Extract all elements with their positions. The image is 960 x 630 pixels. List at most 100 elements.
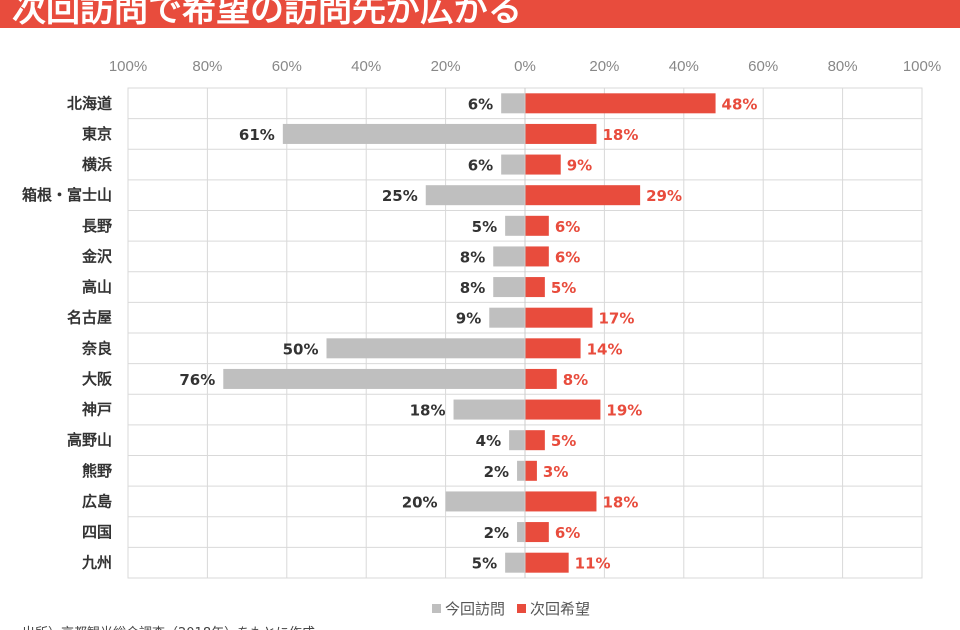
bar-visited xyxy=(509,430,525,451)
data-label-visited: 50% xyxy=(283,340,319,358)
x-tick-label: 20% xyxy=(431,58,461,75)
category-label: 横浜 xyxy=(82,156,112,174)
bar-visited xyxy=(282,123,525,144)
bar-wish xyxy=(525,491,597,512)
category-label: 金沢 xyxy=(81,247,113,265)
data-label-wish: 5% xyxy=(551,279,576,297)
data-label-visited: 61% xyxy=(239,126,275,144)
bar-visited xyxy=(517,522,525,543)
data-label-visited: 2% xyxy=(484,463,509,481)
data-label-wish: 6% xyxy=(555,248,580,266)
bar-visited xyxy=(501,154,525,175)
x-tick-label: 100% xyxy=(903,58,941,75)
x-tick-label: 80% xyxy=(192,58,222,75)
data-label-wish: 3% xyxy=(543,463,568,481)
data-label-visited: 5% xyxy=(472,555,497,573)
legend: 今回訪問 次回希望 xyxy=(432,598,590,619)
bar-wish xyxy=(525,123,597,144)
bar-visited xyxy=(223,368,525,389)
x-tick-label: 40% xyxy=(351,58,381,75)
category-label: 奈良 xyxy=(81,339,112,357)
data-label-visited: 20% xyxy=(402,493,438,511)
data-label-wish: 8% xyxy=(563,371,588,389)
data-label-wish: 18% xyxy=(602,493,638,511)
category-label: 高山 xyxy=(82,278,112,296)
x-tick-label: 80% xyxy=(828,58,858,75)
bar-wish xyxy=(525,277,545,298)
bar-wish xyxy=(525,430,545,451)
x-tick-label: 60% xyxy=(748,58,778,75)
category-label: 北海道 xyxy=(67,94,112,112)
bar-visited xyxy=(493,277,525,298)
data-label-visited: 6% xyxy=(468,95,493,113)
legend-label-visited: 今回訪問 xyxy=(445,600,506,618)
data-label-visited: 2% xyxy=(484,524,509,542)
category-label: 神戸 xyxy=(82,401,112,419)
data-label-visited: 76% xyxy=(179,371,215,389)
category-label: 長野 xyxy=(82,217,112,235)
bar-wish xyxy=(525,154,561,175)
legend-swatch-visited xyxy=(432,604,441,613)
data-label-visited: 18% xyxy=(410,402,446,420)
data-label-wish: 6% xyxy=(555,524,580,542)
x-tick-label: 20% xyxy=(589,58,619,75)
data-label-wish: 17% xyxy=(598,310,634,328)
legend-item-wish: 次回希望 xyxy=(517,598,590,619)
category-label: 熊野 xyxy=(82,462,112,480)
data-label-wish: 19% xyxy=(606,402,642,420)
bar-wish xyxy=(525,460,537,481)
bar-wish xyxy=(525,552,569,573)
data-label-wish: 48% xyxy=(722,95,758,113)
bar-wish xyxy=(525,246,549,267)
chart-title: 次回訪問で希望の訪問先が広がる xyxy=(12,0,522,28)
bar-visited xyxy=(505,552,525,573)
bar-visited xyxy=(493,246,525,267)
data-label-wish: 6% xyxy=(555,218,580,236)
category-label: 名古屋 xyxy=(67,309,112,327)
legend-label-wish: 次回希望 xyxy=(530,600,591,618)
bar-wish xyxy=(525,215,549,236)
data-label-wish: 14% xyxy=(587,340,623,358)
category-label: 東京 xyxy=(82,125,112,143)
bar-visited xyxy=(445,491,525,512)
category-label: 大阪 xyxy=(82,370,113,388)
bar-visited xyxy=(517,460,525,481)
data-label-wish: 18% xyxy=(602,126,638,144)
category-label: 四国 xyxy=(82,523,112,541)
bar-wish xyxy=(525,338,581,359)
legend-item-visited: 今回訪問 xyxy=(432,598,505,619)
data-label-wish: 5% xyxy=(551,432,576,450)
data-label-visited: 8% xyxy=(460,279,485,297)
data-label-wish: 11% xyxy=(575,555,611,573)
category-label: 高野山 xyxy=(67,431,112,449)
category-label: 九州 xyxy=(81,554,112,572)
data-label-wish: 9% xyxy=(567,157,592,175)
bar-wish xyxy=(525,93,716,114)
footnote-text: 出所）京都観光総合調査（2018年）をもとに作成 xyxy=(22,622,315,630)
bar-wish xyxy=(525,522,549,543)
bar-wish xyxy=(525,368,557,389)
bar-visited xyxy=(505,215,525,236)
bar-wish xyxy=(525,185,641,206)
x-tick-label: 100% xyxy=(109,58,147,75)
data-label-visited: 6% xyxy=(468,157,493,175)
source-footnote: 出所）京都観光総合調査（2018年）をもとに作成 xyxy=(0,620,960,630)
bar-wish xyxy=(525,307,593,328)
bar-visited xyxy=(501,93,525,114)
data-label-visited: 9% xyxy=(456,310,481,328)
legend-swatch-wish xyxy=(517,604,527,613)
bar-wish xyxy=(525,399,601,420)
bar-visited xyxy=(425,185,525,206)
category-label: 広島 xyxy=(82,492,112,510)
x-tick-label: 40% xyxy=(669,58,699,75)
category-label: 箱根・富士山 xyxy=(22,186,112,204)
bar-visited xyxy=(326,338,525,359)
x-tick-label: 60% xyxy=(272,58,302,75)
data-label-visited: 4% xyxy=(476,432,501,450)
data-label-wish: 29% xyxy=(646,187,682,205)
bar-visited xyxy=(453,399,525,420)
x-tick-label: 0% xyxy=(514,58,536,75)
data-label-visited: 8% xyxy=(460,248,485,266)
bar-visited xyxy=(489,307,525,328)
